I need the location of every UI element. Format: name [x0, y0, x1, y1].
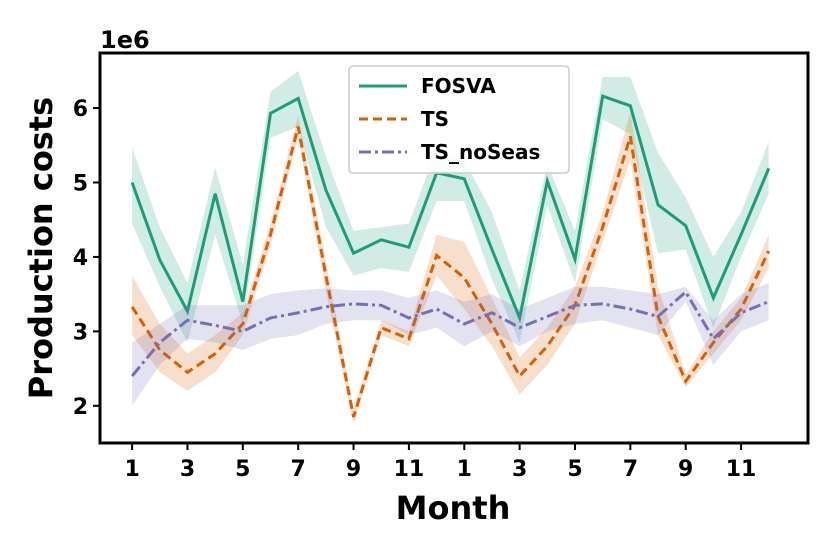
confidence-band — [132, 111, 769, 425]
x-tick-label: 9 — [346, 457, 361, 482]
legend-box — [348, 65, 570, 174]
x-axis-label: Month — [396, 489, 511, 527]
y-tick-label: 3 — [73, 320, 88, 345]
y-axis-label: Production costs — [22, 97, 60, 399]
y-tick-label: 6 — [73, 97, 88, 122]
x-tick-label: 1 — [124, 457, 139, 482]
legend: FOSVA TS TS_noSeas — [348, 65, 570, 174]
series-line — [130, 126, 771, 418]
confidence-band — [132, 70, 769, 343]
series-line — [130, 94, 771, 324]
x-tick-label: 7 — [291, 457, 306, 482]
legend-label: TS_noSeas — [421, 140, 540, 164]
x-tick-label: 7 — [623, 457, 638, 482]
y-tick-label: 4 — [73, 246, 88, 271]
x-tick-label: 9 — [678, 457, 693, 482]
y-tick-label: 5 — [73, 172, 88, 197]
x-tick-label: 1 — [457, 457, 472, 482]
x-tick-label: 5 — [567, 457, 582, 482]
y-tick-label: 2 — [73, 395, 88, 420]
x-tick-label: 5 — [235, 457, 250, 482]
x-tick-label: 3 — [180, 457, 195, 482]
x-tick-label: 11 — [726, 457, 757, 482]
series-line — [130, 289, 770, 377]
x-tick-label: 3 — [512, 457, 527, 482]
offset-label: 1e6 — [100, 26, 150, 54]
plot-frame — [98, 51, 810, 445]
x-tick-label: 11 — [394, 457, 425, 482]
legend-label: TS — [421, 107, 449, 131]
legend-label: FOSVA — [421, 74, 496, 98]
